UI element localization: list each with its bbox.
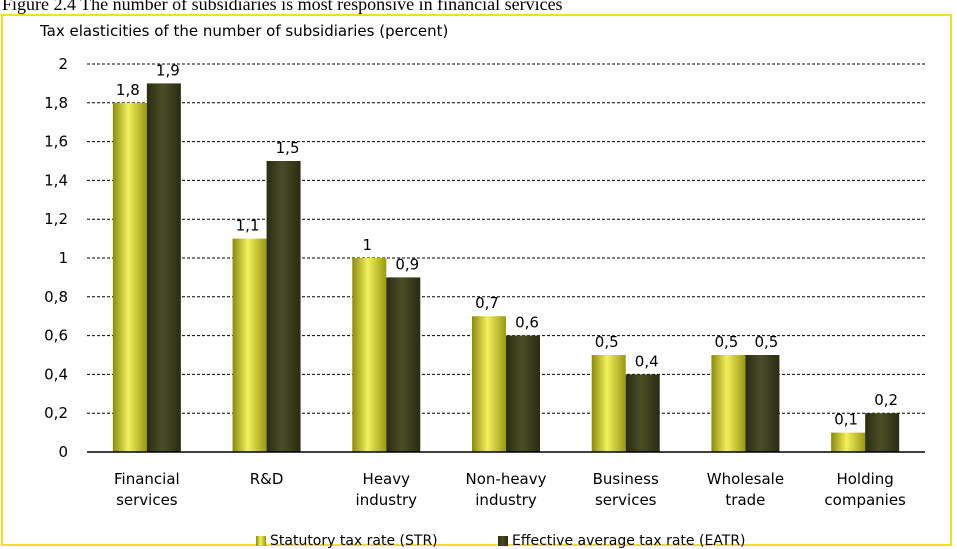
- data-label: 0,4: [635, 352, 659, 370]
- x-tick-label: Heavy industry: [356, 470, 418, 509]
- y-tick-label: 0,8: [44, 288, 68, 306]
- data-label: 0,1: [834, 411, 858, 429]
- chart-title: Tax elasticities of the number of subsid…: [39, 22, 448, 40]
- x-tick-label: Business services: [593, 470, 659, 509]
- y-tick-label: 1,6: [44, 133, 68, 151]
- bar: [232, 238, 267, 452]
- bar: [745, 355, 780, 452]
- legend-swatch: [498, 536, 508, 546]
- data-label: 0,5: [754, 333, 778, 351]
- bar: [865, 413, 900, 452]
- legend-label: Effective average tax rate (EATR): [512, 533, 746, 549]
- x-tick-label: Financial services: [114, 470, 180, 509]
- data-label: 1,9: [156, 61, 180, 79]
- y-tick-label: 2: [58, 55, 68, 73]
- bar: [352, 258, 387, 452]
- data-label: 1: [363, 236, 373, 254]
- x-tick-label: Holding companies: [824, 470, 906, 509]
- bar: [472, 316, 506, 452]
- x-tick-label: R&D: [250, 470, 284, 488]
- y-tick-label: 1,8: [44, 94, 68, 112]
- y-tick-label: 0,2: [44, 404, 68, 422]
- bar: [266, 161, 301, 452]
- bar: [831, 432, 866, 452]
- bar: [625, 374, 660, 452]
- y-tick-label: 1: [58, 249, 68, 267]
- bar: [506, 335, 540, 452]
- legend-label: Statutory tax rate (STR): [270, 533, 438, 549]
- data-label: 0,5: [714, 333, 738, 351]
- data-label: 1,5: [276, 139, 300, 157]
- data-label: 0,5: [595, 333, 619, 351]
- x-tick-label: Non-heavy industry: [466, 470, 547, 509]
- data-label: 0,2: [874, 391, 898, 409]
- data-label: 0,9: [395, 255, 419, 273]
- bar: [146, 83, 181, 453]
- bar: [591, 355, 626, 452]
- y-tick-label: 0: [58, 443, 68, 461]
- bar: [386, 277, 421, 452]
- y-tick-label: 1,2: [44, 210, 68, 228]
- legend-swatch: [256, 536, 266, 546]
- x-tick-label: Wholesale trade: [707, 470, 784, 509]
- data-label: 0,6: [515, 314, 539, 332]
- data-label: 1,1: [236, 217, 260, 235]
- y-tick-label: 1,4: [44, 171, 68, 189]
- bar: [112, 102, 147, 453]
- bar: [711, 355, 746, 452]
- data-label: 0,7: [475, 294, 499, 312]
- figure-title: Figure 2.4 The number of subsidiaries is…: [2, 0, 563, 14]
- y-tick-label: 0,4: [44, 365, 68, 383]
- data-label: 1,8: [116, 81, 140, 99]
- y-tick-label: 0,6: [44, 327, 68, 345]
